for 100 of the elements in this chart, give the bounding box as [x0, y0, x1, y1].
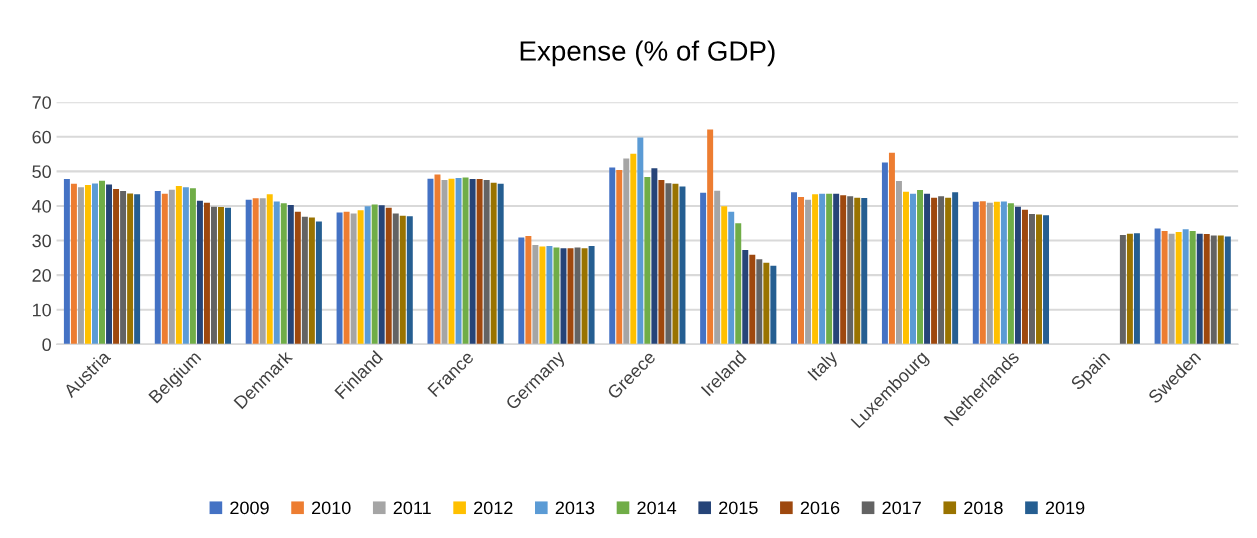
y-tick-label: 0 [42, 338, 51, 352]
bar [651, 168, 658, 345]
bar [455, 177, 462, 345]
bar [518, 237, 525, 345]
bar [225, 207, 231, 345]
bar [308, 217, 315, 345]
bar [924, 193, 931, 345]
bar [490, 182, 497, 345]
bar [665, 183, 672, 345]
bar [161, 193, 168, 345]
bar [881, 162, 888, 345]
bar [707, 129, 714, 345]
y-tick-label: 30 [32, 234, 51, 248]
bar [979, 201, 986, 345]
bar [630, 153, 637, 345]
bar [854, 197, 861, 345]
legend-label: 2016 [800, 501, 840, 515]
bar [1154, 228, 1161, 345]
bar [175, 185, 182, 345]
bar [245, 199, 252, 345]
bar [553, 247, 560, 345]
bar [742, 249, 749, 345]
bar [120, 191, 127, 345]
bar [1161, 230, 1168, 345]
bar [106, 184, 113, 345]
legend-label: 2017 [882, 501, 921, 515]
y-tick-label: 20 [32, 269, 51, 282]
bar [1014, 206, 1021, 345]
bar [266, 194, 273, 345]
bar [1119, 235, 1126, 345]
legend-label: 2010 [312, 501, 351, 515]
bar [945, 197, 952, 345]
bar [1168, 233, 1175, 345]
bar [993, 201, 1000, 345]
bar [539, 246, 546, 345]
legend-label: 2012 [474, 501, 513, 515]
bar [798, 196, 805, 345]
bar [749, 254, 756, 345]
bar [546, 246, 553, 345]
bar [497, 183, 504, 345]
bar [113, 189, 120, 345]
bar [770, 265, 777, 345]
bar [280, 203, 287, 345]
bar [259, 198, 266, 345]
bar [1007, 203, 1014, 345]
bar [1036, 214, 1042, 345]
bar [616, 170, 623, 345]
bar [350, 213, 357, 345]
bar [826, 193, 833, 345]
bar [735, 223, 742, 345]
bar [1029, 213, 1035, 345]
bar [986, 202, 993, 345]
bar [728, 211, 735, 345]
bar [378, 205, 385, 345]
bar [637, 137, 644, 345]
bar [895, 181, 902, 345]
bar [1210, 235, 1217, 345]
legend-label: 2014 [637, 501, 677, 515]
bar [168, 189, 175, 345]
bar [357, 210, 364, 345]
bar [127, 193, 134, 345]
legend-label: 2009 [230, 501, 269, 515]
bar [910, 193, 916, 345]
bar [371, 204, 378, 345]
bar [154, 191, 161, 345]
bar [84, 184, 91, 345]
bar [672, 183, 679, 345]
bar [1182, 229, 1189, 345]
bar [756, 259, 763, 345]
bar [1021, 209, 1028, 345]
bar [182, 187, 189, 345]
bar [203, 202, 210, 345]
bar [525, 236, 532, 345]
bar [392, 213, 399, 345]
bar [92, 183, 98, 345]
bar [812, 194, 819, 345]
bar [294, 211, 301, 345]
bar [917, 190, 924, 345]
bar [1126, 233, 1133, 345]
bar [791, 192, 797, 345]
bar [532, 245, 539, 345]
y-tick-label: 10 [33, 303, 51, 317]
bar [833, 193, 840, 345]
bar [952, 192, 959, 345]
bar [483, 180, 490, 345]
bar [588, 246, 595, 345]
bar [714, 190, 721, 345]
legend-label: 2013 [555, 501, 595, 515]
bar [721, 206, 728, 345]
bar [462, 177, 469, 345]
chart-title: Expense (% of GDP) [520, 40, 775, 67]
bar [252, 198, 259, 345]
bar [287, 204, 294, 345]
bar [336, 212, 343, 345]
bar [819, 193, 826, 345]
bar [805, 199, 812, 345]
bar [1043, 215, 1050, 345]
bar [189, 188, 196, 345]
bar [763, 262, 770, 345]
bar [1175, 231, 1182, 345]
